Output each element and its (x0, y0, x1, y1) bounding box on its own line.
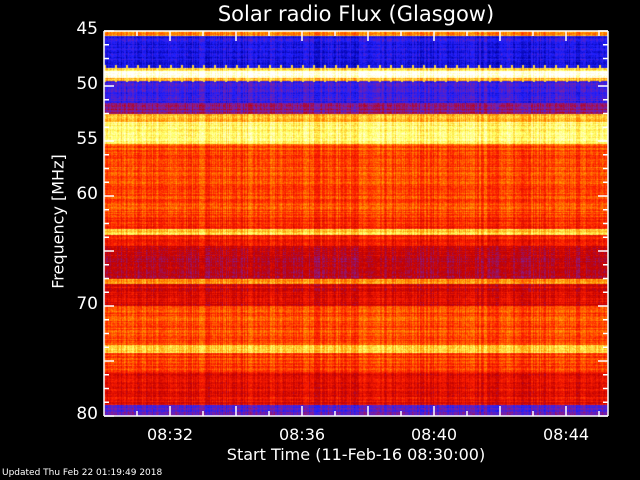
x-tick-label: 08:36 (278, 425, 326, 444)
x-tick-label: 08:44 (542, 425, 590, 444)
chart-title: Solar radio Flux (Glasgow) (217, 2, 495, 26)
y-tick-label: 45 (76, 19, 98, 39)
x-tick-label: 08:40 (410, 425, 458, 444)
y-tick-label: 80 (76, 404, 98, 424)
x-axis-label: Start Time (11-Feb-16 08:30:00) (226, 445, 486, 464)
y-tick-label: 60 (76, 184, 98, 204)
x-tick-label: 08:32 (146, 425, 194, 444)
y-tick-label: 55 (76, 129, 98, 149)
y-tick-label: 70 (76, 294, 98, 314)
y-tick-label: 50 (76, 74, 98, 94)
updated-timestamp: Updated Thu Feb 22 01:19:49 2018 (2, 468, 163, 478)
spectrogram-heatmap (104, 31, 608, 416)
y-axis-label: Frequency [MHz] (48, 154, 68, 289)
